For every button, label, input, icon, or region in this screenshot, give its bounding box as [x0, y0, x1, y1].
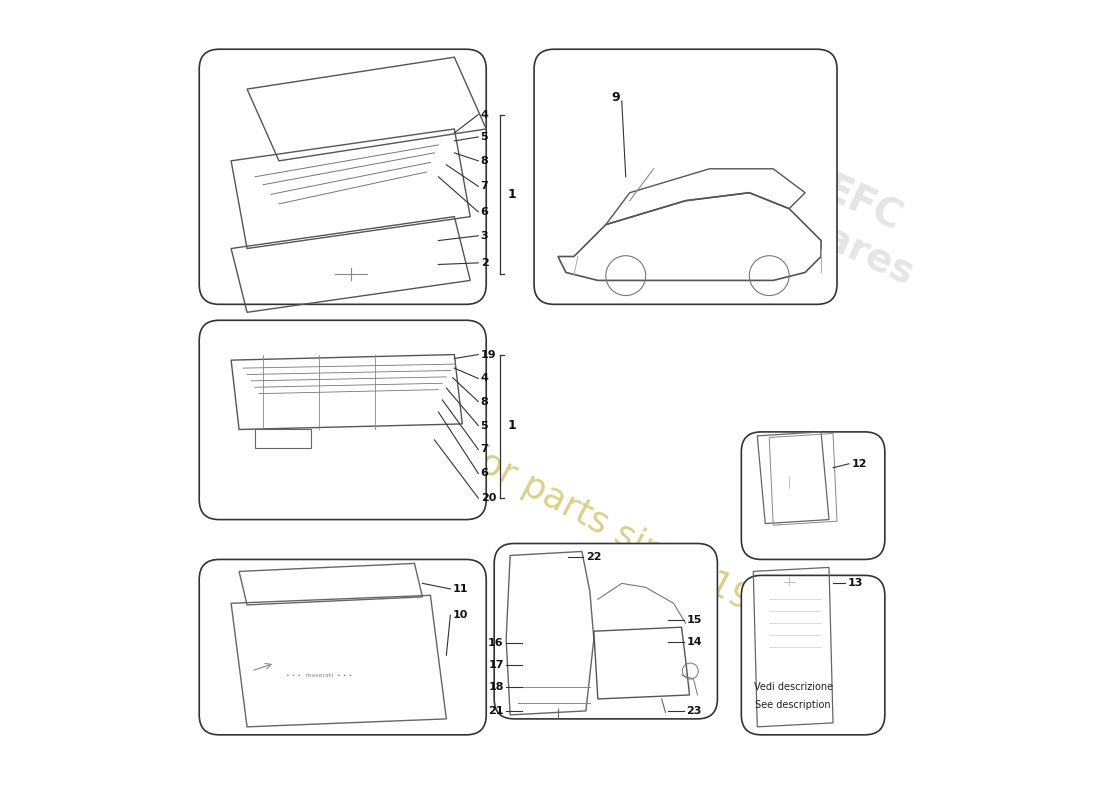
FancyBboxPatch shape	[199, 50, 486, 304]
Text: 9: 9	[612, 90, 619, 103]
Text: 16: 16	[488, 638, 504, 648]
Text: 5: 5	[481, 421, 488, 430]
Text: EFC
Spares: EFC Spares	[768, 156, 938, 294]
FancyBboxPatch shape	[741, 575, 884, 735]
Text: 12: 12	[851, 458, 867, 469]
Text: 3: 3	[481, 230, 488, 241]
Text: 13: 13	[847, 578, 862, 588]
FancyBboxPatch shape	[741, 432, 884, 559]
Text: 20: 20	[481, 493, 496, 503]
Text: See description: See description	[756, 699, 830, 710]
Text: 1: 1	[508, 419, 517, 432]
Text: 5: 5	[481, 132, 488, 142]
Text: 10: 10	[453, 610, 469, 620]
Text: 4: 4	[481, 374, 488, 383]
FancyBboxPatch shape	[535, 50, 837, 304]
Text: 19: 19	[481, 350, 496, 359]
Text: 7: 7	[481, 182, 488, 191]
Text: 8: 8	[481, 156, 488, 166]
Text: 11: 11	[453, 584, 469, 594]
Text: 21: 21	[488, 706, 504, 716]
FancyBboxPatch shape	[199, 559, 486, 735]
Text: 4: 4	[481, 110, 488, 119]
Text: • • •  maserati  • • •: • • • maserati • • •	[286, 673, 352, 678]
Text: 7: 7	[481, 445, 488, 454]
Text: 1: 1	[508, 188, 517, 201]
FancyBboxPatch shape	[199, 320, 486, 519]
Text: 2: 2	[481, 258, 488, 268]
FancyBboxPatch shape	[494, 543, 717, 719]
Text: 18: 18	[488, 682, 504, 692]
Text: 14: 14	[686, 638, 702, 647]
Text: a passion for parts since 1985: a passion for parts since 1985	[301, 353, 799, 638]
Text: 6: 6	[481, 207, 488, 217]
Text: 15: 15	[686, 615, 702, 625]
Text: 6: 6	[481, 468, 488, 478]
Text: 22: 22	[586, 552, 602, 562]
Text: 23: 23	[686, 706, 702, 716]
Text: Vedi descrizione: Vedi descrizione	[754, 682, 833, 692]
Text: 8: 8	[481, 397, 488, 406]
Text: 17: 17	[488, 661, 504, 670]
